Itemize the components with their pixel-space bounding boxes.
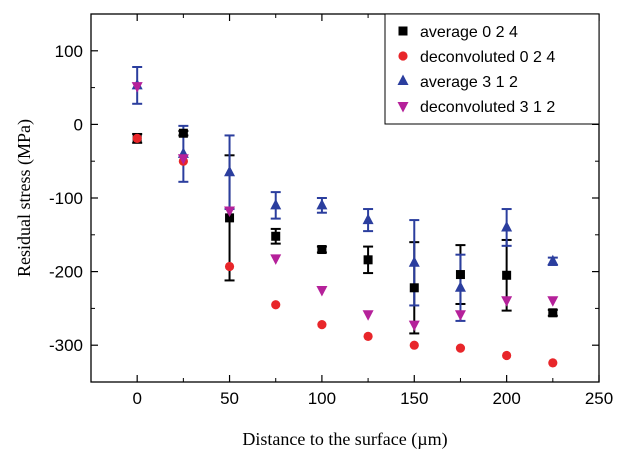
data-point <box>455 270 465 280</box>
data-point <box>178 128 188 138</box>
data-point <box>409 283 419 293</box>
y-axis-title: Residual stress (MPa) <box>14 119 35 277</box>
legend-label: deconvoluted 0 2 4 <box>420 49 555 66</box>
legend: average 0 2 4 deconvoluted 0 2 4 average 3… <box>384 13 600 125</box>
x-tick-label: 0 <box>132 389 141 408</box>
data-point <box>270 198 282 210</box>
data-point <box>501 296 513 307</box>
legend-marker <box>397 102 409 113</box>
y-tick-label: -200 <box>49 263 83 282</box>
data-point <box>363 255 373 265</box>
legend-marker <box>398 51 408 61</box>
tick-labels: 0 50 100 150 200 250 100 0 -100 -200 -300 <box>49 42 613 408</box>
data-point <box>454 281 466 292</box>
y-tick-label: 0 <box>74 115 83 134</box>
x-tick-label: 150 <box>400 389 428 408</box>
y-tick-label: 100 <box>55 42 83 61</box>
data-point <box>271 231 281 241</box>
x-axis-title: Distance to the surface (µm) <box>242 429 447 450</box>
legend-box <box>384 13 600 125</box>
data-point <box>502 270 512 280</box>
data-point <box>455 343 466 353</box>
legend-label: average 3 1 2 <box>420 74 518 91</box>
legend-marker <box>397 74 409 85</box>
x-tick-label: 50 <box>220 389 239 408</box>
data-point <box>548 358 558 368</box>
x-tick-label: 200 <box>492 389 520 408</box>
data-point <box>316 286 328 297</box>
x-tick-label: 100 <box>308 389 336 408</box>
data-point <box>409 340 419 350</box>
data-point <box>132 133 142 143</box>
data-point <box>131 82 143 93</box>
data-point <box>362 310 374 321</box>
data-point <box>548 308 558 318</box>
data-point <box>224 165 236 177</box>
data-point <box>224 206 236 218</box>
data-point <box>225 213 235 223</box>
data-point <box>317 245 327 255</box>
data-markers <box>131 78 559 368</box>
data-point <box>408 256 420 267</box>
x-tick-label: 250 <box>585 389 613 408</box>
y-tick-label: -100 <box>49 189 83 208</box>
data-point <box>224 261 235 272</box>
data-point <box>408 320 420 332</box>
data-point <box>454 310 466 321</box>
y-tick-label: -300 <box>49 336 83 355</box>
data-point <box>316 198 328 210</box>
data-point <box>270 254 282 265</box>
data-point <box>317 319 327 330</box>
data-point <box>363 331 373 341</box>
data-point <box>362 213 374 225</box>
data-point <box>501 220 513 232</box>
data-point <box>502 350 512 361</box>
data-point <box>547 254 559 266</box>
legend-marker <box>398 26 408 36</box>
data-point <box>547 296 559 307</box>
legend-label: deconvoluted 3 1 2 <box>420 99 555 116</box>
legend-label: average 0 2 4 <box>420 24 518 41</box>
data-point <box>271 300 281 310</box>
data-point <box>177 154 189 165</box>
